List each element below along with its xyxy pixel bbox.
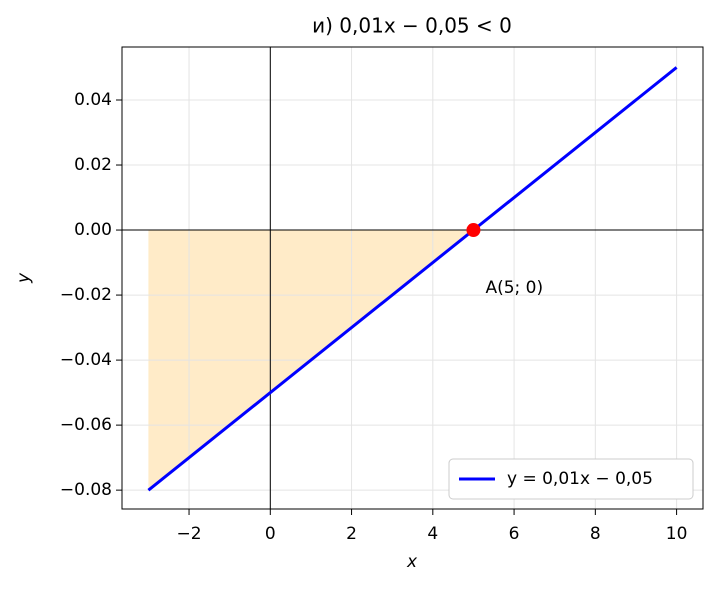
legend-label: y = 0,01x − 0,05 [507,469,653,489]
y-tick-label: −0.02 [60,285,112,305]
y-tick-label: 0.04 [74,90,112,110]
x-tick-label: 4 [427,524,438,544]
point [466,223,481,238]
y-tick-label: 0.02 [74,155,112,175]
line [147,66,678,492]
y-tick-label: −0.06 [60,415,112,435]
y-tick-label: −0.08 [60,480,112,500]
x-tick-label: 6 [509,524,520,544]
x-tick-label: −2 [177,524,202,544]
x-tick-label: 8 [590,524,601,544]
plot-frame [121,46,704,510]
y-tick-label: 0.00 [74,220,112,240]
x-axis-label: x [406,552,418,572]
x-tick-label: 0 [265,524,276,544]
annotation: A(5; 0) [485,278,543,298]
chart-title: и) 0,01x − 0,05 < 0 [312,14,512,38]
x-tick-label: 10 [666,524,688,544]
x-tick-label: 2 [346,524,357,544]
y-axis-label: y [14,272,34,284]
y-tick-label: −0.04 [60,350,112,370]
legend-box [448,458,694,500]
